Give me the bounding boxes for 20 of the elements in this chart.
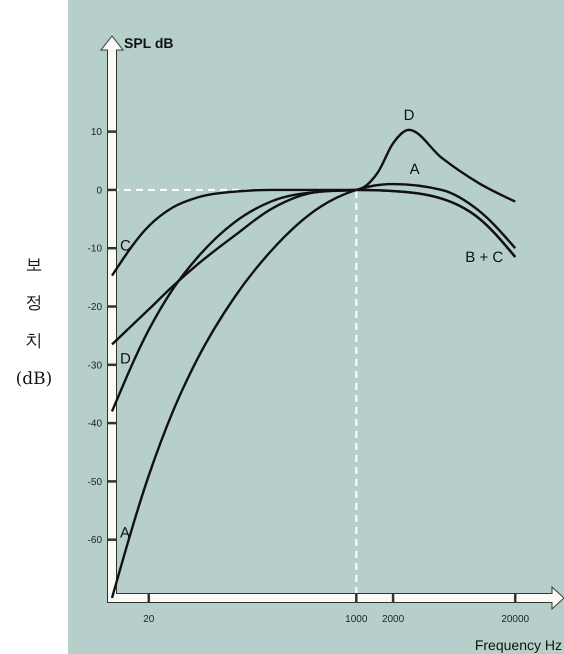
y-tick-label: -10 [88,244,102,255]
annotation: C [120,237,131,254]
y-tick-label: 0 [96,185,102,196]
x-tick-label: 20000 [501,614,530,625]
y-tick-label: -50 [88,476,102,488]
y-tick-label: -20 [88,302,102,314]
x-tick-label: 2000 [382,614,405,625]
y-tick-label: 10 [90,127,102,138]
x-axis-title: Frequency Hz [474,637,562,653]
y-axis-title: SPL dB [124,35,174,51]
annotation: B + C [465,249,504,266]
x-tick-label: 20 [143,614,155,625]
annotation: A [410,161,420,178]
y-tick-label: -60 [88,535,102,546]
y-tick-label: -40 [88,418,102,430]
x-tick-label: 1000 [345,614,368,625]
annotation: D [120,350,131,368]
text: 보정치(dB) [16,255,52,389]
annotation: D [404,106,415,124]
y-tick-label: -30 [88,360,102,372]
